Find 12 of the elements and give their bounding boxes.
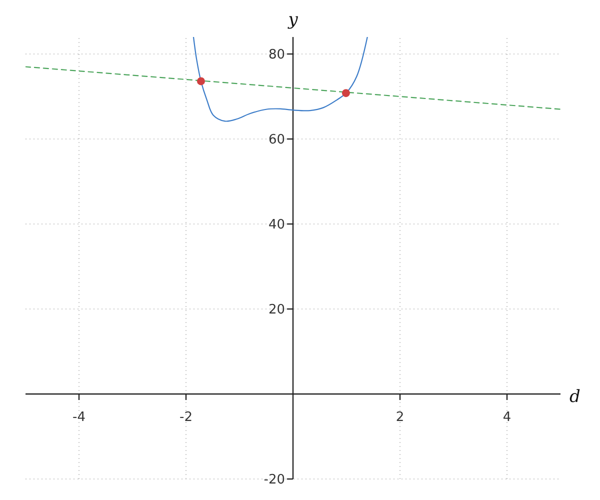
y-tick-label: 20: [268, 302, 285, 318]
x-tick-label: 2: [396, 410, 404, 425]
x-axis-title: d: [570, 387, 580, 407]
y-tick-label: -20: [264, 472, 285, 488]
y-axis-title: y: [287, 10, 298, 30]
y-tick-label: 60: [268, 132, 285, 148]
x-tick-label: -4: [72, 410, 86, 425]
x-tick-label: 4: [502, 410, 512, 425]
line-series: [192, 37, 368, 122]
y-tick-label: 80: [268, 48, 285, 62]
y-tick-label: 40: [268, 218, 285, 232]
x-tick-label: -2: [180, 410, 192, 425]
